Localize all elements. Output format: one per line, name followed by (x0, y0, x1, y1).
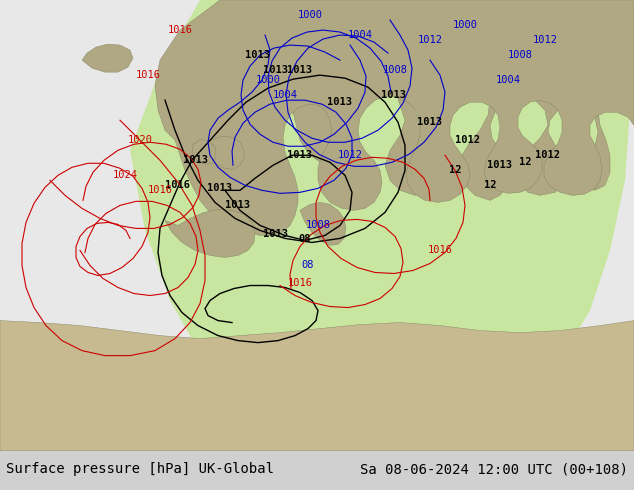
Text: 1016: 1016 (427, 245, 453, 255)
Text: 1013: 1013 (245, 50, 271, 60)
Text: 1000: 1000 (297, 10, 323, 20)
Text: 1008: 1008 (507, 50, 533, 60)
Polygon shape (82, 44, 133, 72)
Text: 1013: 1013 (328, 97, 353, 107)
Text: 1013: 1013 (287, 150, 313, 160)
Text: 1013: 1013 (287, 65, 313, 75)
Polygon shape (0, 0, 634, 451)
Text: Sa 08-06-2024 12:00 UTC (00+108): Sa 08-06-2024 12:00 UTC (00+108) (359, 462, 628, 476)
Text: 1000: 1000 (256, 75, 280, 85)
Text: 1020: 1020 (127, 135, 153, 145)
Text: 08: 08 (299, 234, 311, 245)
Text: 1004: 1004 (496, 75, 521, 85)
Text: 1004: 1004 (273, 90, 297, 100)
Text: 1008: 1008 (382, 65, 408, 75)
Text: 1012: 1012 (536, 150, 560, 160)
Polygon shape (300, 202, 346, 245)
Text: 1013: 1013 (418, 117, 443, 127)
Polygon shape (0, 320, 634, 451)
Text: 1008: 1008 (306, 220, 330, 230)
Polygon shape (130, 0, 630, 446)
Text: 1016: 1016 (136, 70, 160, 80)
Text: 1016: 1016 (165, 180, 190, 190)
Polygon shape (155, 0, 634, 235)
Polygon shape (0, 0, 634, 451)
Text: 12: 12 (519, 157, 531, 167)
Polygon shape (165, 209, 255, 257)
Text: 1016: 1016 (167, 25, 193, 35)
Text: 1012: 1012 (418, 35, 443, 45)
Text: 1013: 1013 (380, 90, 406, 100)
Text: 12: 12 (484, 180, 496, 190)
Text: 1013: 1013 (224, 200, 250, 210)
Text: 1013: 1013 (262, 229, 287, 240)
Polygon shape (255, 0, 634, 200)
Text: 08: 08 (302, 261, 314, 270)
Polygon shape (192, 139, 216, 164)
Text: 1004: 1004 (347, 30, 373, 40)
Text: 1012: 1012 (455, 135, 479, 145)
Text: 1013: 1013 (488, 160, 512, 171)
Polygon shape (204, 136, 244, 170)
Text: 1016: 1016 (287, 277, 313, 288)
Text: 1013: 1013 (183, 155, 207, 165)
Text: 1012: 1012 (337, 150, 363, 160)
Text: 1016: 1016 (148, 185, 172, 196)
Text: 1000: 1000 (453, 20, 477, 30)
Text: 1013: 1013 (262, 65, 287, 75)
Text: 1013: 1013 (207, 183, 233, 194)
Polygon shape (265, 10, 430, 65)
Text: 1012: 1012 (533, 35, 557, 45)
Text: 12: 12 (449, 165, 462, 175)
Text: Surface pressure [hPa] UK-Global: Surface pressure [hPa] UK-Global (6, 462, 275, 476)
Text: 1024: 1024 (112, 171, 138, 180)
